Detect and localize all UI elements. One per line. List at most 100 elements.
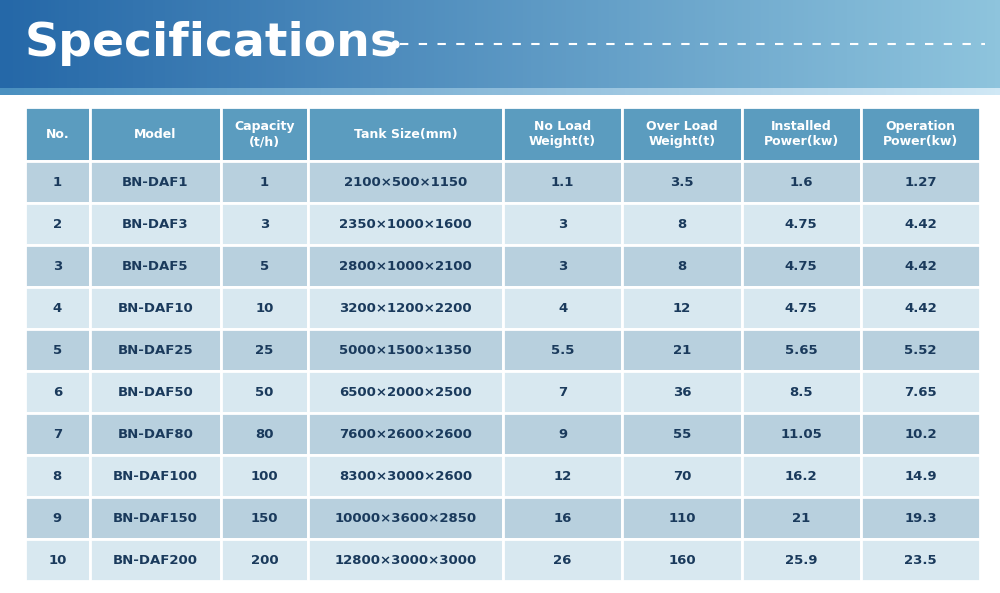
- Text: 8300×3000×2600: 8300×3000×2600: [339, 470, 472, 483]
- Bar: [25, 287, 90, 329]
- Bar: [308, 246, 503, 287]
- Bar: [221, 329, 308, 371]
- Text: 100: 100: [251, 470, 278, 483]
- Bar: [90, 287, 221, 329]
- Bar: [622, 329, 742, 371]
- Text: 3.5: 3.5: [670, 176, 694, 189]
- Bar: [503, 203, 622, 246]
- Text: BN-DAF200: BN-DAF200: [113, 554, 198, 567]
- Text: 4.42: 4.42: [904, 218, 937, 231]
- Bar: [25, 107, 90, 161]
- Text: BN-DAF25: BN-DAF25: [118, 344, 193, 357]
- Bar: [861, 497, 980, 539]
- Text: 5000×1500×1350: 5000×1500×1350: [339, 344, 472, 357]
- Bar: [308, 329, 503, 371]
- Text: 4.42: 4.42: [904, 260, 937, 273]
- Text: 4.75: 4.75: [785, 260, 817, 273]
- Bar: [503, 107, 622, 161]
- Bar: [503, 455, 622, 497]
- Text: 10000×3600×2850: 10000×3600×2850: [334, 512, 477, 525]
- Text: 16: 16: [553, 512, 572, 525]
- Text: 5: 5: [260, 260, 269, 273]
- Bar: [742, 287, 861, 329]
- Text: 5.5: 5.5: [551, 344, 574, 357]
- Text: BN-DAF80: BN-DAF80: [117, 428, 193, 441]
- Bar: [25, 539, 90, 581]
- Text: 23.5: 23.5: [904, 554, 937, 567]
- Text: 2100×500×1150: 2100×500×1150: [344, 176, 467, 189]
- Text: BN-DAF5: BN-DAF5: [122, 260, 189, 273]
- Text: 7600×2600×2600: 7600×2600×2600: [339, 428, 472, 441]
- Bar: [742, 371, 861, 413]
- Bar: [25, 161, 90, 203]
- Bar: [622, 497, 742, 539]
- Bar: [622, 161, 742, 203]
- Text: 9: 9: [558, 428, 567, 441]
- Bar: [90, 329, 221, 371]
- Bar: [622, 287, 742, 329]
- Text: 2350×1000×1600: 2350×1000×1600: [339, 218, 472, 231]
- Text: 3: 3: [558, 218, 567, 231]
- Bar: [742, 413, 861, 455]
- Bar: [90, 455, 221, 497]
- Text: 5.65: 5.65: [785, 344, 817, 357]
- Bar: [221, 287, 308, 329]
- Text: 160: 160: [668, 554, 696, 567]
- Text: 2800×1000×2100: 2800×1000×2100: [339, 260, 472, 273]
- Bar: [622, 203, 742, 246]
- Text: 1.27: 1.27: [904, 176, 937, 189]
- Text: 3: 3: [260, 218, 269, 231]
- Bar: [221, 107, 308, 161]
- Text: 8: 8: [677, 260, 687, 273]
- Bar: [742, 107, 861, 161]
- Text: 110: 110: [668, 512, 696, 525]
- Text: 3: 3: [53, 260, 62, 273]
- Bar: [861, 161, 980, 203]
- Text: 150: 150: [251, 512, 278, 525]
- Text: 25: 25: [255, 344, 274, 357]
- Text: BN-DAF1: BN-DAF1: [122, 176, 189, 189]
- Text: 6: 6: [53, 385, 62, 398]
- Bar: [90, 246, 221, 287]
- Bar: [861, 107, 980, 161]
- Text: 8: 8: [53, 470, 62, 483]
- Text: 10: 10: [255, 302, 274, 315]
- Bar: [861, 203, 980, 246]
- Text: 50: 50: [255, 385, 274, 398]
- Bar: [742, 329, 861, 371]
- Text: 10.2: 10.2: [904, 428, 937, 441]
- Bar: [308, 287, 503, 329]
- Bar: [503, 539, 622, 581]
- Bar: [742, 455, 861, 497]
- Bar: [742, 497, 861, 539]
- Bar: [90, 161, 221, 203]
- Bar: [90, 203, 221, 246]
- Text: 3200×1200×2200: 3200×1200×2200: [339, 302, 472, 315]
- Bar: [622, 539, 742, 581]
- Text: Specifications: Specifications: [25, 21, 399, 66]
- Text: 4.75: 4.75: [785, 302, 817, 315]
- Bar: [25, 413, 90, 455]
- Text: 3: 3: [558, 260, 567, 273]
- Bar: [25, 246, 90, 287]
- Text: 7: 7: [53, 428, 62, 441]
- Text: 9: 9: [53, 512, 62, 525]
- Bar: [861, 371, 980, 413]
- Text: Tank Size(mm): Tank Size(mm): [354, 127, 457, 141]
- Bar: [308, 539, 503, 581]
- Bar: [90, 413, 221, 455]
- Bar: [90, 371, 221, 413]
- Bar: [90, 107, 221, 161]
- Text: 4.42: 4.42: [904, 302, 937, 315]
- Bar: [861, 246, 980, 287]
- Text: 2: 2: [53, 218, 62, 231]
- Text: BN-DAF150: BN-DAF150: [113, 512, 198, 525]
- Text: 55: 55: [673, 428, 691, 441]
- Text: 16.2: 16.2: [785, 470, 817, 483]
- Bar: [622, 107, 742, 161]
- Bar: [503, 161, 622, 203]
- Text: 21: 21: [792, 512, 810, 525]
- Text: 14.9: 14.9: [904, 470, 937, 483]
- Bar: [308, 455, 503, 497]
- Text: 10: 10: [48, 554, 67, 567]
